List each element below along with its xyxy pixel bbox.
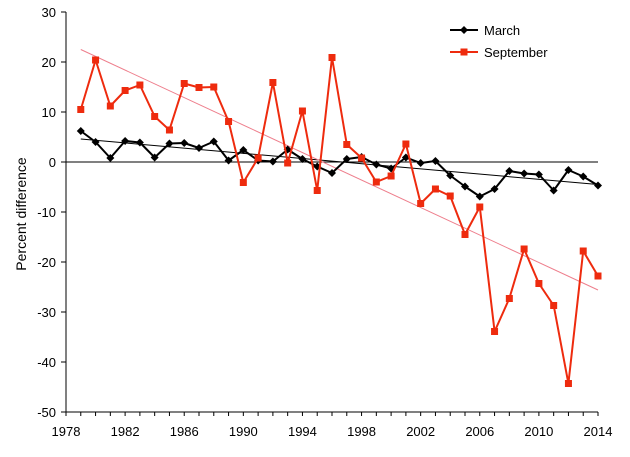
data-point-september — [225, 118, 233, 125]
data-point-september — [328, 54, 336, 61]
x-tick-label: 1998 — [347, 424, 376, 439]
data-point-september — [106, 102, 114, 110]
data-point-march — [461, 182, 469, 191]
data-point-march — [594, 181, 602, 190]
x-tick-label: 2010 — [524, 424, 553, 439]
data-point-march — [342, 155, 351, 163]
data-point-september — [579, 247, 587, 255]
trend-lines — [80, 49, 599, 291]
data-point-september — [358, 154, 366, 162]
data-point-march — [209, 137, 218, 146]
data-point-september — [121, 87, 129, 94]
x-tick-label: 2014 — [584, 424, 613, 439]
data-point-september — [77, 106, 85, 113]
data-point-march — [416, 159, 425, 167]
data-point-september — [402, 140, 410, 148]
series-line-march — [80, 130, 599, 198]
data-point-march — [91, 138, 100, 146]
x-tick-label: 1986 — [170, 424, 199, 439]
data-point-september — [165, 126, 173, 134]
y-tick-label: -10 — [37, 205, 56, 220]
data-point-september — [239, 179, 247, 186]
data-point-september — [520, 245, 528, 253]
data-point-march — [446, 171, 455, 180]
data-point-september — [284, 159, 292, 167]
y-tick-label: -40 — [37, 355, 56, 370]
data-point-september — [195, 84, 203, 91]
data-point-september — [372, 178, 380, 186]
x-tick-label: 1994 — [288, 424, 317, 439]
data-point-september — [505, 295, 513, 302]
series-line-september — [79, 56, 599, 385]
data-point-september — [476, 203, 484, 211]
x-tick-label: 1982 — [111, 424, 140, 439]
data-point-march — [135, 138, 144, 147]
data-point-march — [224, 156, 233, 165]
data-point-september — [387, 172, 395, 180]
trend-line-september — [80, 49, 599, 291]
legend-marker-march — [460, 26, 468, 34]
data-point-september — [92, 56, 100, 64]
y-axis-title: Percent difference — [13, 157, 29, 271]
data-point-september — [431, 185, 439, 193]
data-point-march — [534, 170, 543, 179]
data-point-march — [268, 157, 277, 166]
data-point-march — [298, 155, 307, 163]
data-point-march — [239, 146, 248, 154]
y-tick-label: -20 — [37, 255, 56, 270]
x-tick-label: 1978 — [52, 424, 81, 439]
data-point-september — [343, 141, 351, 148]
data-point-september — [180, 80, 188, 87]
y-tick-label: -30 — [37, 305, 56, 320]
y-tick-label: -50 — [37, 405, 56, 420]
data-point-march — [549, 186, 558, 195]
data-point-march — [579, 172, 588, 181]
data-point-march — [490, 185, 499, 193]
y-tick-label: 10 — [42, 105, 56, 120]
data-point-march — [150, 153, 159, 162]
data-point-september — [417, 200, 425, 207]
legend-marker-september — [460, 48, 468, 56]
data-point-september — [254, 154, 262, 162]
data-point-september — [535, 280, 543, 287]
y-tick-label: 20 — [42, 55, 56, 70]
data-point-march — [505, 167, 514, 175]
data-point-september — [461, 231, 469, 238]
data-point-september — [151, 113, 159, 120]
x-tick-label: 1990 — [229, 424, 258, 439]
data-point-september — [446, 192, 454, 200]
data-point-march — [106, 154, 115, 162]
legend-label-september: September — [484, 45, 548, 60]
data-point-september — [298, 107, 306, 115]
data-point-march — [121, 137, 130, 145]
data-point-march — [76, 127, 85, 135]
data-point-march — [328, 169, 336, 177]
data-point-march — [195, 144, 203, 152]
data-point-september — [136, 81, 144, 89]
data-point-september — [313, 187, 321, 194]
data-point-march — [520, 169, 529, 178]
data-point-september — [550, 302, 558, 309]
data-point-september — [594, 272, 602, 280]
data-point-september — [210, 83, 218, 91]
y-tick-label: 30 — [42, 5, 56, 20]
data-point-september — [491, 328, 499, 335]
data-point-september — [269, 79, 277, 86]
data-point-march — [475, 192, 484, 201]
data-series — [76, 54, 602, 387]
data-point-march — [180, 139, 189, 147]
data-point-march — [372, 160, 381, 169]
legend: March September — [450, 23, 548, 60]
y-tick-label: 0 — [49, 155, 56, 170]
x-tick-label: 2006 — [465, 424, 494, 439]
data-point-march — [165, 139, 174, 148]
data-point-march — [431, 157, 440, 165]
data-point-march — [564, 166, 573, 174]
data-point-september — [564, 380, 572, 387]
x-tick-label: 2002 — [406, 424, 435, 439]
legend-label-march: March — [484, 23, 520, 38]
